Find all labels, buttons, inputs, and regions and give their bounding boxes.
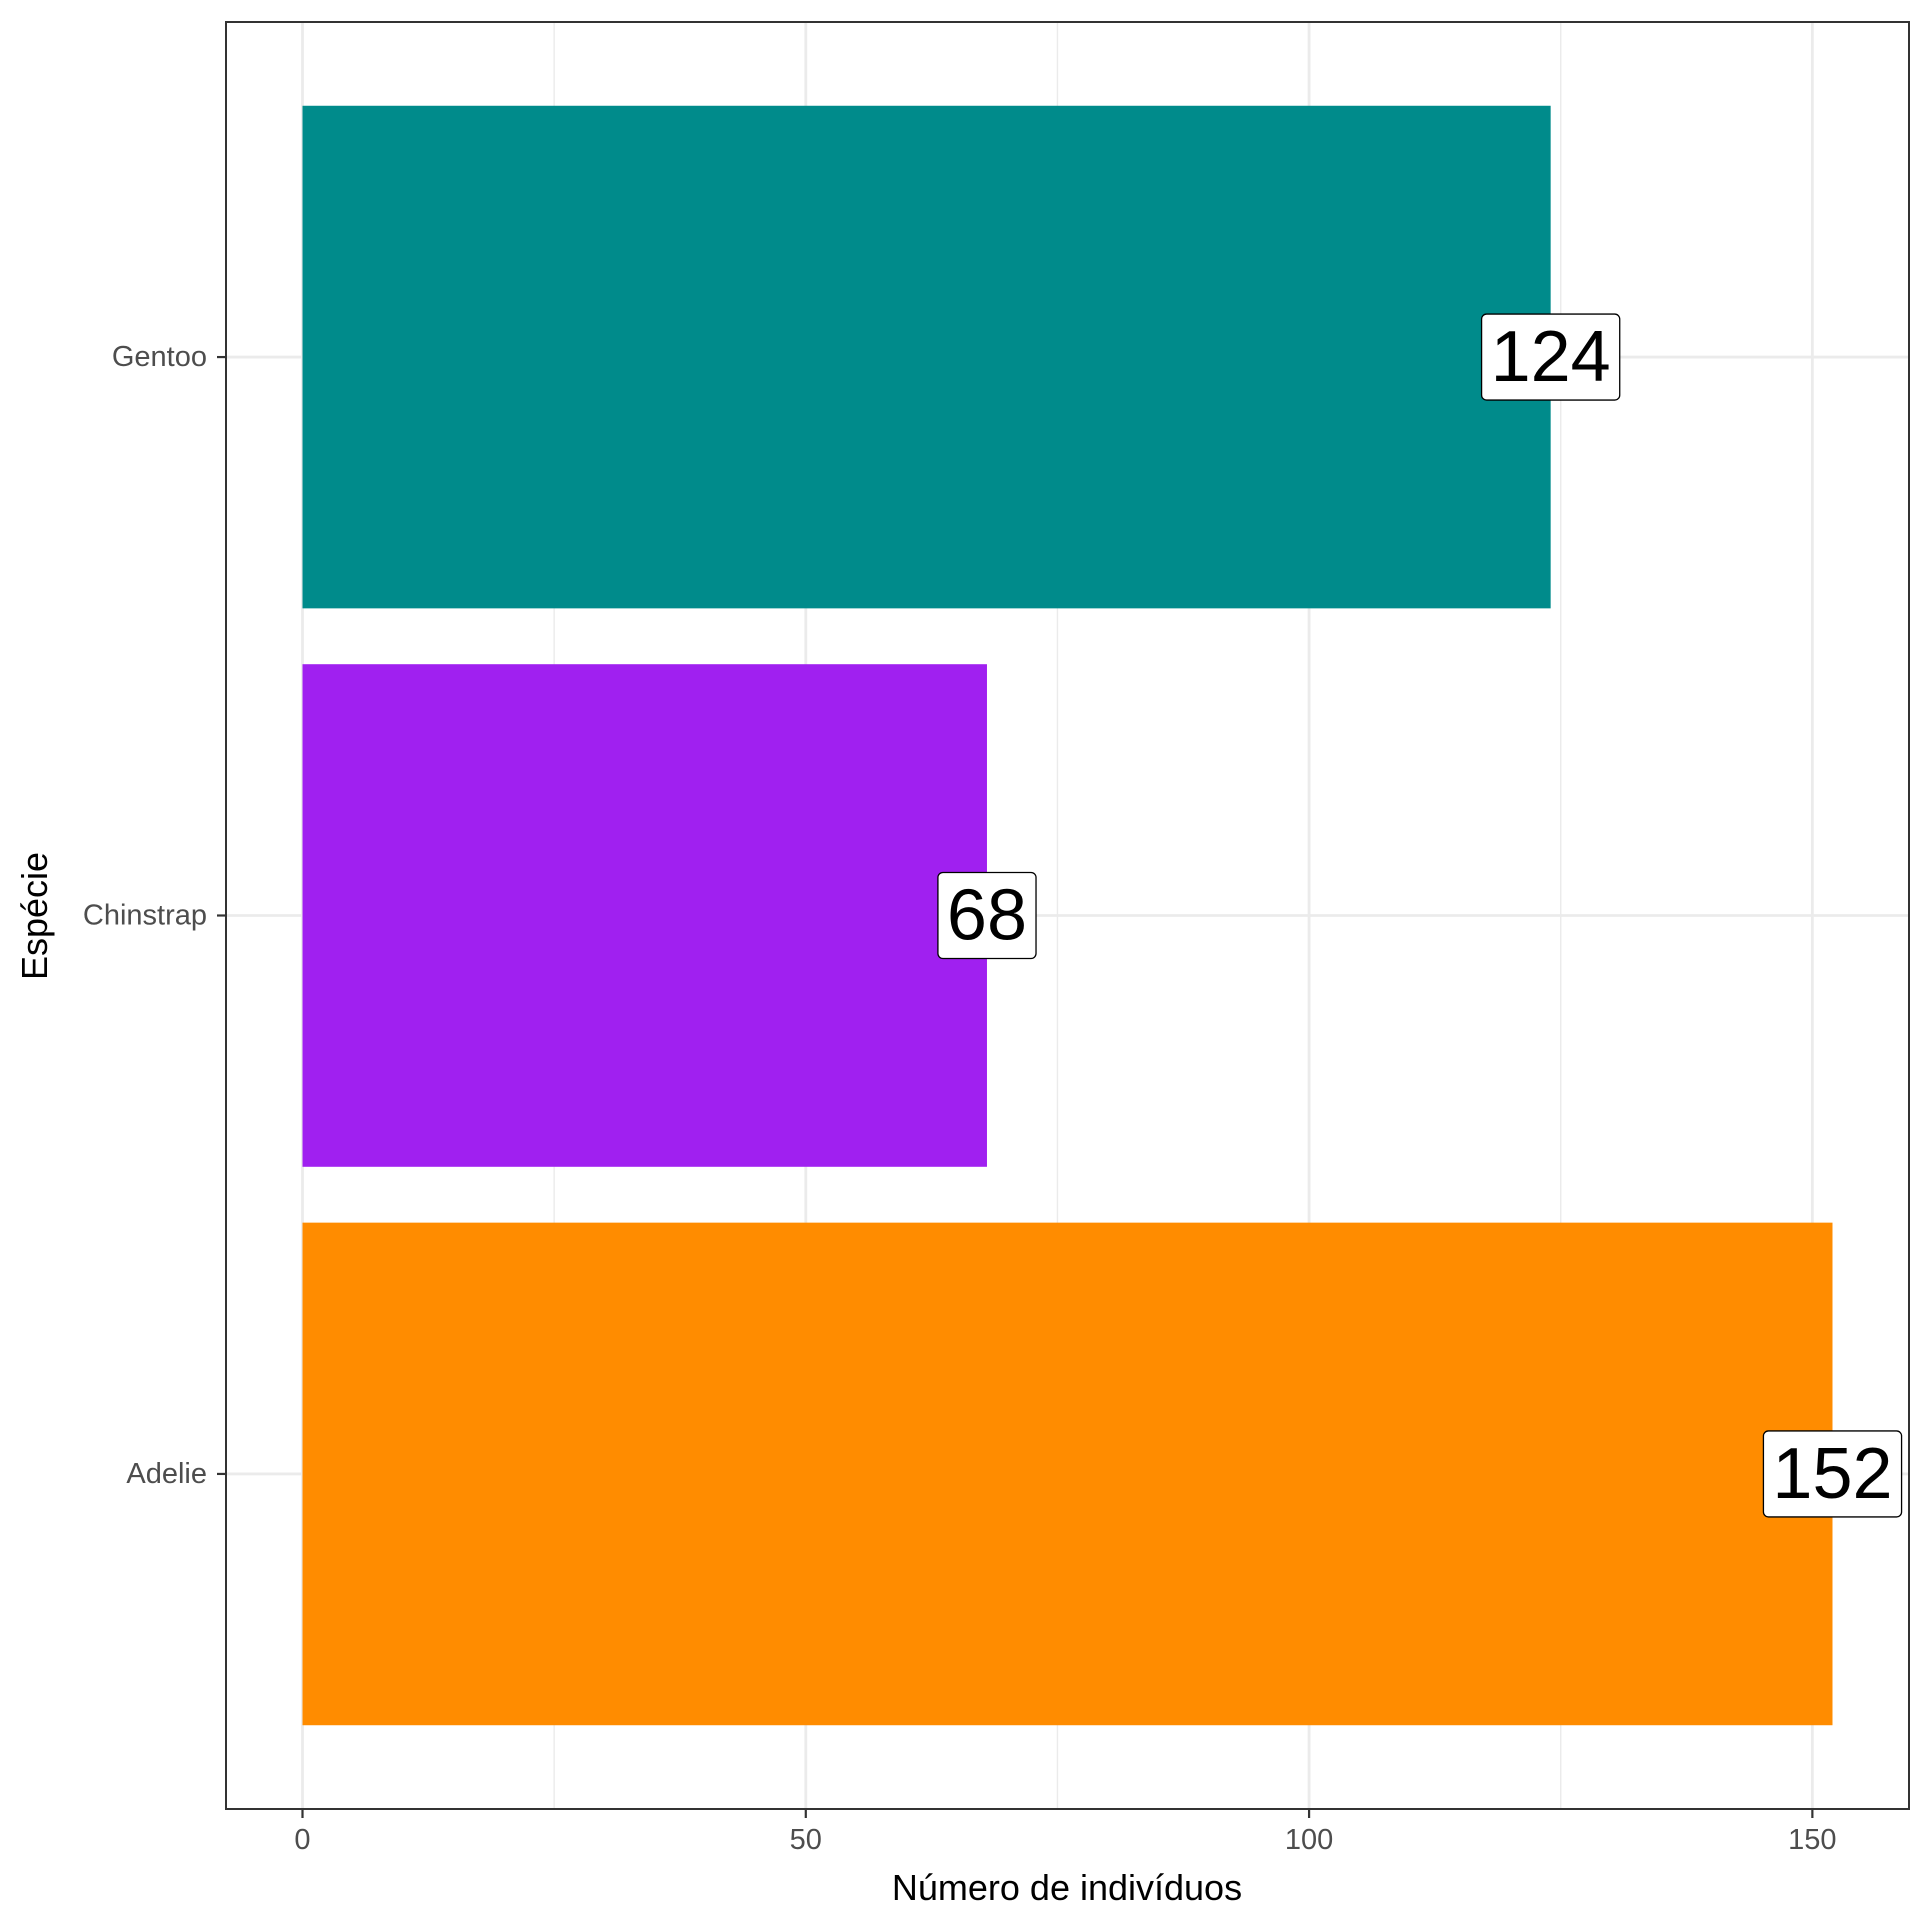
data-label-box xyxy=(1762,1430,1903,1518)
data-label-box xyxy=(937,871,1037,960)
data-label-adelie: 152 xyxy=(1762,1430,1903,1518)
bars xyxy=(302,105,1833,1726)
data-label-box xyxy=(1480,313,1621,401)
y-tick-label: Gentoo xyxy=(112,341,207,373)
data-label-value: 124 xyxy=(1491,317,1611,397)
x-axis: 0 50 100 150 xyxy=(294,1809,1837,1856)
y-axis: Adelie Chinstrap Gentoo xyxy=(83,341,226,1490)
data-label-chinstrap: 68 xyxy=(937,871,1037,960)
bar-adelie xyxy=(302,1222,1833,1726)
x-axis-title: Número de indivíduos xyxy=(892,1867,1242,1908)
x-tick-label: 150 xyxy=(1788,1824,1836,1856)
data-label-gentoo: 124 xyxy=(1480,313,1621,401)
bar-gentoo xyxy=(302,105,1551,609)
data-label-value: 68 xyxy=(947,876,1027,956)
y-tick-label: Chinstrap xyxy=(83,900,207,932)
y-axis-title: Espécie xyxy=(14,852,55,980)
bar-chinstrap xyxy=(302,664,987,1167)
x-tick-label: 50 xyxy=(790,1824,822,1856)
x-tick-label: 100 xyxy=(1285,1824,1333,1856)
data-labels: 152 68 124 xyxy=(937,313,1903,1518)
x-tick-label: 0 xyxy=(294,1824,310,1856)
y-tick-label: Adelie xyxy=(126,1458,207,1490)
data-label-value: 152 xyxy=(1772,1434,1892,1514)
